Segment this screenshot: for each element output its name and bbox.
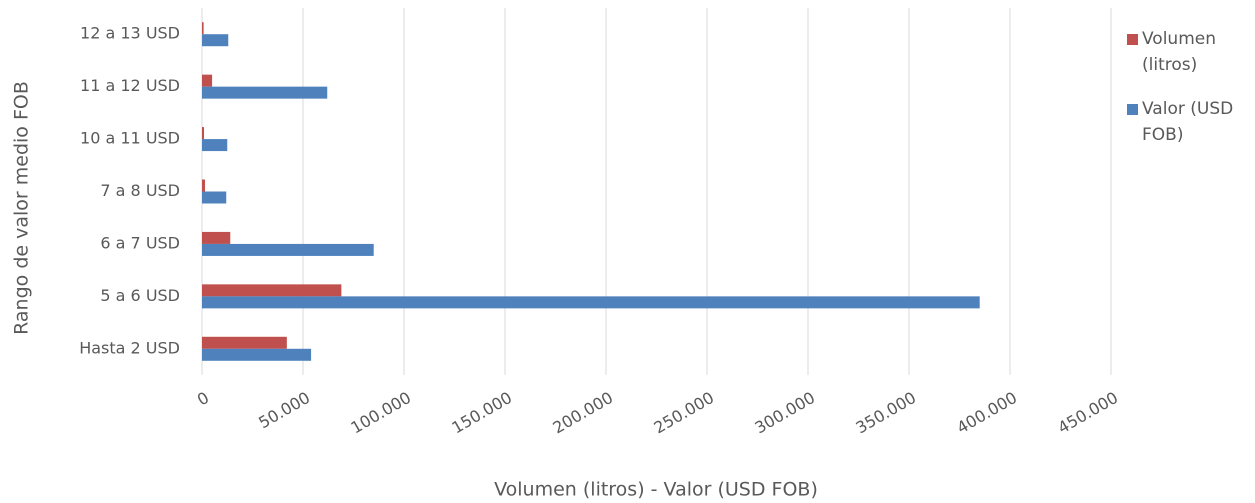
bar: [202, 191, 227, 204]
bar: [202, 86, 328, 99]
y-tick-label: 11 a 12 USD: [80, 76, 180, 95]
bar: [202, 348, 312, 361]
x-tick-label: 250.000: [650, 388, 717, 438]
bar: [202, 179, 206, 192]
legend-item: Valor (USD FOB): [1127, 96, 1252, 148]
x-tick-label: 300.000: [751, 388, 818, 438]
legend-item: Volumen (litros): [1127, 26, 1252, 78]
legend-swatch: [1127, 34, 1138, 45]
bar: [202, 22, 204, 35]
y-tick-label: 6 a 7 USD: [100, 233, 180, 252]
y-tick-label: 12 a 13 USD: [80, 24, 180, 43]
bar: [202, 74, 213, 87]
legend: Volumen (litros) Valor (USD FOB): [1127, 26, 1252, 166]
y-tick-label: Hasta 2 USD: [79, 338, 180, 357]
bar: [202, 243, 374, 256]
legend-label: Volumen (litros): [1142, 29, 1217, 75]
x-tick-label: 100.000: [347, 388, 414, 438]
y-tick-label: 5 a 6 USD: [100, 286, 180, 305]
legend-label: Valor (USD FOB): [1142, 99, 1234, 145]
x-tick-label: 350.000: [852, 388, 919, 438]
y-tick-label: 10 a 11 USD: [80, 129, 180, 148]
bar: [202, 296, 980, 309]
y-tick-label: 7 a 8 USD: [100, 181, 180, 200]
y-axis-title: Rango de valor medio FOB: [11, 81, 33, 335]
bar: [202, 231, 231, 244]
bar: [202, 127, 205, 140]
bar: [202, 336, 287, 349]
x-tick-label: 150.000: [448, 388, 515, 438]
x-tick-label: 50.000: [255, 388, 313, 432]
legend-swatch: [1127, 104, 1138, 115]
x-tick-label: 400.000: [953, 388, 1020, 438]
x-tick-label: 450.000: [1054, 388, 1121, 438]
x-tick-label: 0: [194, 388, 212, 410]
x-axis-title: Volumen (litros) - Valor (USD FOB): [494, 479, 818, 501]
x-tick-label: 200.000: [549, 388, 616, 438]
bar: [202, 34, 229, 47]
bar: [202, 139, 228, 152]
bar: [202, 284, 342, 297]
